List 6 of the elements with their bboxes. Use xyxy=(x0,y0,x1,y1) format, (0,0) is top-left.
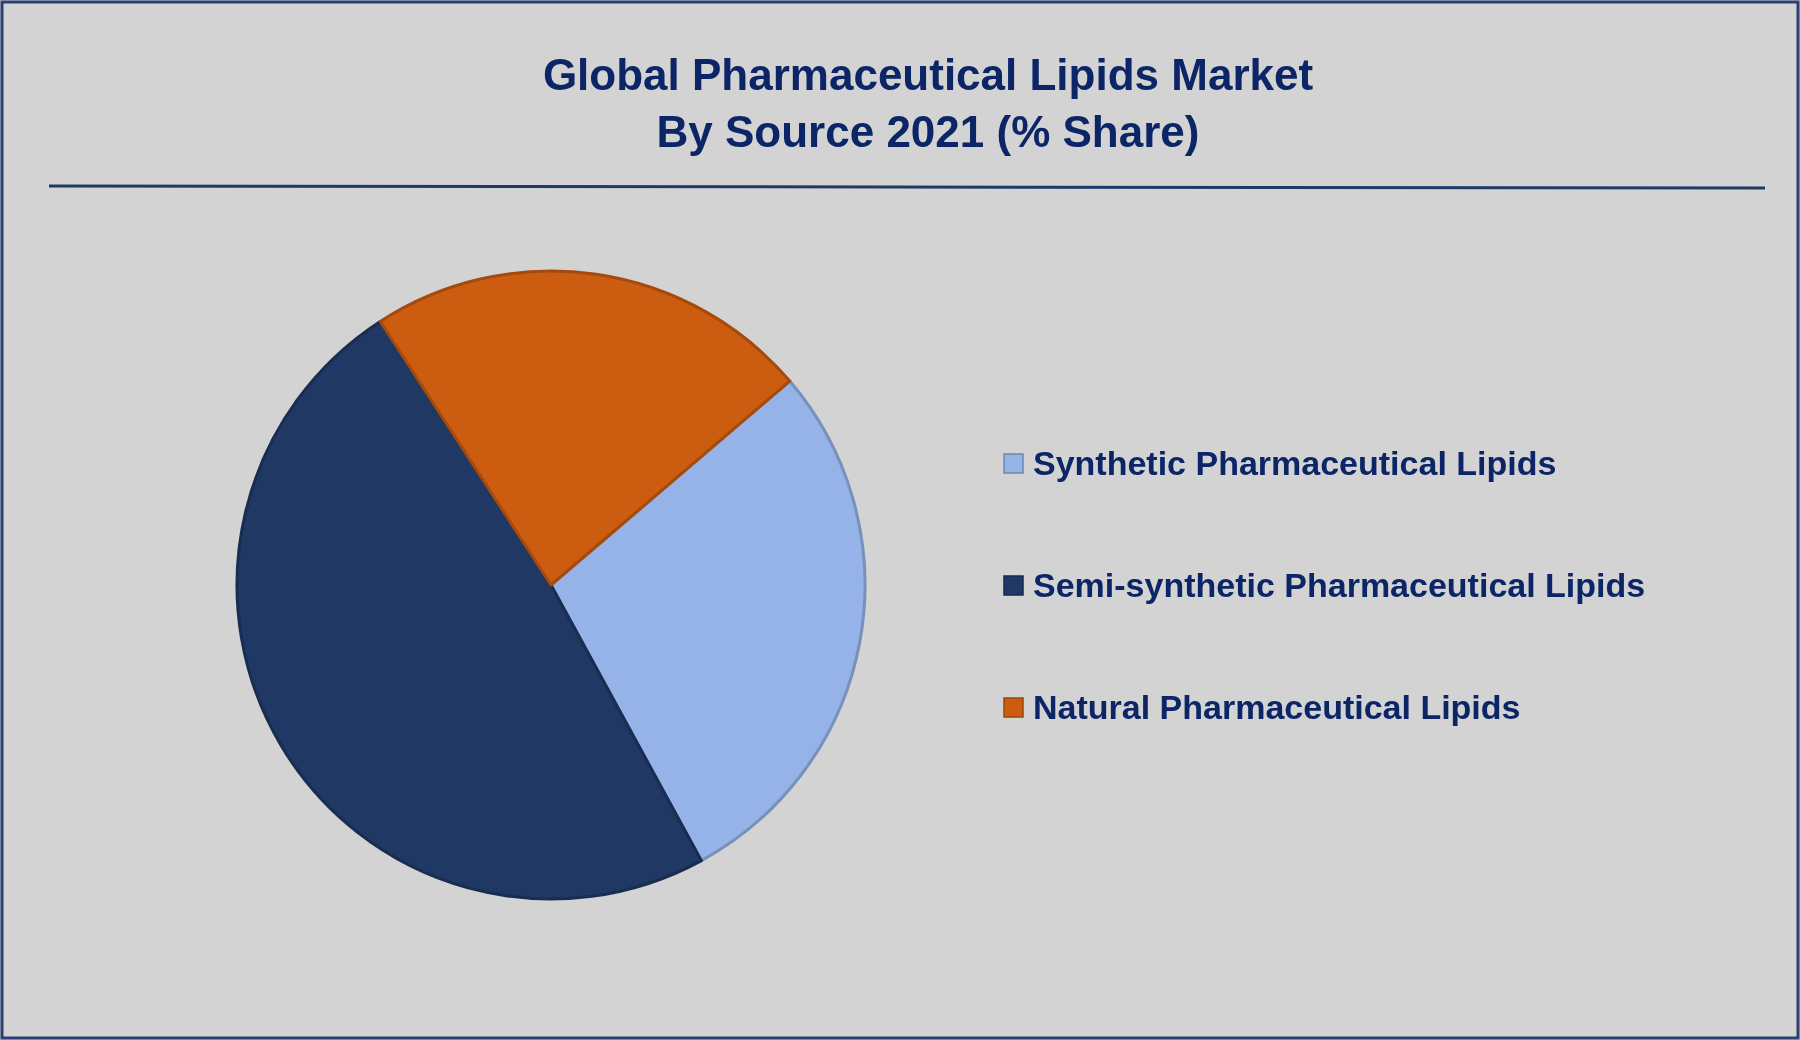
legend-label: Semi-synthetic Pharmaceutical Lipids xyxy=(1033,566,1646,604)
pie-slice xyxy=(378,269,792,587)
legend-label: Synthetic Pharmaceutical Lipids xyxy=(1033,444,1557,482)
legend-label: Natural Pharmaceutical Lipids xyxy=(1033,688,1521,726)
pie-slice xyxy=(235,319,703,901)
chart-title: Global Pharmaceutical Lipids Market By Source 2021 (% Share) xyxy=(542,50,1314,156)
